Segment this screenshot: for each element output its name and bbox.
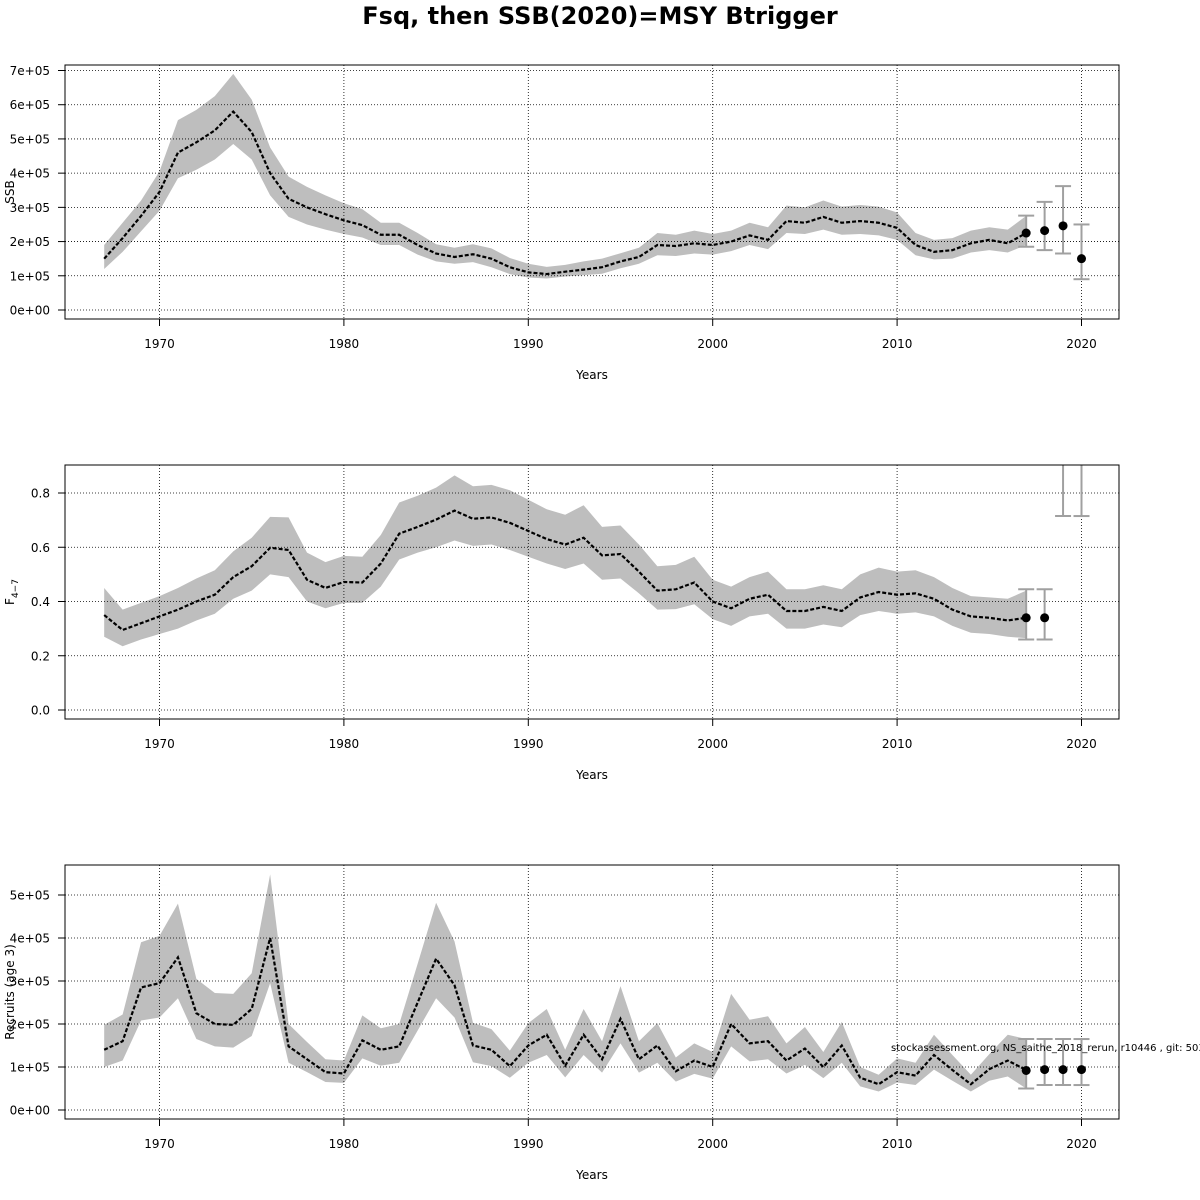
- plot-area: [65, 65, 1119, 319]
- plot-area: [65, 865, 1119, 1119]
- y-tick-label: 0e+00: [10, 1104, 50, 1118]
- y-tick-label: 0.6: [31, 541, 50, 555]
- y-tick-label: 4e+05: [10, 167, 50, 181]
- plot-frame: [64, 864, 1120, 1120]
- y-tick-label: 0.4: [31, 595, 50, 609]
- y-axis-label: Recruits (age 3): [3, 944, 17, 1040]
- estimate-line: [103, 937, 1027, 1086]
- projection-point: [1077, 1065, 1086, 1075]
- ssb-panel: 1970 1980 1990 2000 2010 2020 0e+00 1e+05 2e+05 3…: [3, 64, 1120, 382]
- projection-point: [1040, 226, 1050, 236]
- y-axis-label-main: F: [3, 598, 17, 605]
- x-tick-label: 1980: [329, 737, 360, 751]
- y-tick-label: 3e+05: [10, 201, 50, 215]
- x-axis-label: Years: [575, 768, 608, 782]
- y-tick-label: 2e+05: [10, 235, 50, 249]
- x-tick-label: 2000: [697, 1137, 728, 1151]
- footnote: stockassessment.org, NS_saithe_2018_reru…: [891, 1043, 1200, 1054]
- y-tick-label: 0.0: [31, 704, 50, 718]
- x-tick-label: 2010: [882, 1137, 913, 1151]
- y-tick-label: 5e+05: [10, 889, 50, 903]
- confidence-band: [104, 874, 1027, 1092]
- x-tick-label: 1970: [144, 737, 175, 751]
- x-tick-label: 1980: [329, 337, 360, 351]
- x-tick-label: 1990: [513, 337, 544, 351]
- y-tick-label: 1e+05: [10, 1061, 50, 1075]
- y-tick-label: 7e+05: [10, 64, 50, 78]
- x-axis-label: Years: [575, 368, 608, 382]
- y-tick-label: 3e+05: [10, 975, 50, 989]
- projection-point: [1058, 221, 1068, 231]
- projection-point: [1021, 228, 1031, 238]
- projection-point: [1077, 254, 1086, 264]
- y-tick-label: 6e+05: [10, 98, 50, 112]
- x-tick-label: 1990: [513, 1137, 544, 1151]
- x-tick-label: 2020: [1066, 737, 1097, 751]
- x-tick-label: 1990: [513, 737, 544, 751]
- x-tick-label: 1980: [329, 1137, 360, 1151]
- plot-frame: [64, 464, 1120, 720]
- x-tick-label: 2000: [697, 737, 728, 751]
- confidence-band: [104, 475, 1027, 647]
- y-tick-label: 0.2: [31, 649, 50, 663]
- y-tick-label: 1e+05: [10, 269, 50, 283]
- x-tick-label: 2020: [1066, 1137, 1097, 1151]
- y-tick-label: 5e+05: [10, 132, 50, 146]
- y-axis-label: SSB: [3, 180, 17, 203]
- recruits-panel: 1970 1980 1990 2000 2010 2020 0e+00 1e+05 2e+05 3…: [3, 864, 1120, 1182]
- y-axis-label: F4−7: [3, 579, 21, 605]
- projection-point: [1040, 613, 1050, 623]
- x-tick-label: 1970: [144, 1137, 175, 1151]
- chart-title: Fsq, then SSB(2020)=MSY Btrigger: [362, 2, 838, 30]
- y-axis-label-subscript: 4−7: [11, 579, 21, 598]
- x-tick-label: 2000: [697, 337, 728, 351]
- estimate-line: [103, 109, 1027, 276]
- y-tick-label: 4e+05: [10, 932, 50, 946]
- projection-point: [1021, 1065, 1031, 1075]
- projection-point: [1021, 613, 1031, 623]
- y-tick-label: 2e+05: [10, 1018, 50, 1032]
- x-tick-label: 2020: [1066, 337, 1097, 351]
- fishing-mortality-panel: 1970 1980 1990 2000 2010 2020 0.0 0.2 0.4 0.6 0.8 Y…: [3, 464, 1120, 782]
- y-tick-label: 0.8: [31, 487, 50, 501]
- x-tick-label: 1970: [144, 337, 175, 351]
- x-tick-label: 2010: [882, 737, 913, 751]
- plot-area: [65, 465, 1119, 719]
- estimate-line: [103, 509, 1027, 632]
- y-tick-label: 0e+00: [10, 304, 50, 318]
- confidence-band: [104, 73, 1027, 279]
- x-tick-label: 2010: [882, 337, 913, 351]
- x-axis-label: Years: [575, 1168, 608, 1182]
- projection-point: [1040, 1065, 1050, 1075]
- plot-frame: [64, 64, 1120, 320]
- projection-point: [1058, 1065, 1068, 1075]
